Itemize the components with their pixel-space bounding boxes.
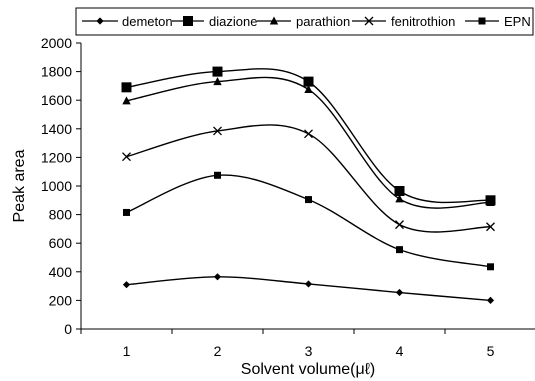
legend-marker (269, 16, 279, 25)
data-point (486, 197, 495, 206)
y-tick-label: 1200 (41, 149, 72, 165)
series-parathion (122, 76, 495, 209)
legend-marker (364, 16, 374, 26)
data-point (486, 222, 495, 232)
series-EPN (123, 171, 494, 271)
x-tick-label: 5 (487, 343, 495, 359)
data-point (394, 186, 405, 197)
legend-box (75, 7, 534, 36)
data-point (122, 281, 131, 289)
y-tick-label: 1400 (41, 121, 72, 137)
legend-marker (478, 17, 486, 25)
y-tick-label: 1600 (41, 92, 72, 108)
data-point (395, 194, 404, 203)
data-point (122, 152, 131, 162)
data-point (212, 66, 223, 77)
data-point (304, 84, 313, 93)
data-point (396, 246, 403, 254)
y-tick-label: 800 (49, 207, 73, 223)
x-tick-label: 4 (396, 343, 404, 359)
legend-label: EPN (504, 14, 531, 29)
x-tick-label: 3 (305, 343, 313, 359)
legend-item-diazione: diazione (172, 14, 257, 29)
data-point (486, 296, 495, 304)
data-point (213, 273, 222, 281)
data-point (213, 126, 222, 136)
data-point (213, 77, 222, 86)
series-demeton (122, 273, 495, 304)
legend-label: parathion (296, 14, 350, 29)
data-point (214, 171, 221, 179)
y-axis: 0 200 400 600 800 1000 1200 1400 1600 1800 2000 (41, 35, 82, 337)
x-tick-label: 1 (123, 343, 131, 359)
data-point (487, 263, 494, 271)
y-tick-label: 200 (49, 292, 73, 308)
series-fenitrothion (122, 124, 495, 233)
legend: demeton diazione parathion fenitrothion EPN (75, 7, 534, 36)
data-point (304, 129, 313, 139)
legend-label: diazione (209, 14, 257, 29)
y-axis-title: Peak area (11, 149, 28, 222)
data-point (121, 82, 132, 93)
data-point (395, 220, 404, 230)
data-point (123, 208, 130, 216)
data-point (122, 96, 131, 105)
data-point (395, 288, 404, 297)
x-tick-label: 2 (214, 343, 222, 359)
y-tick-label: 400 (49, 264, 73, 280)
y-tick-label: 1000 (41, 178, 72, 194)
x-axis: 1 2 3 4 5 (80, 328, 535, 359)
legend-marker (96, 17, 104, 25)
legend-label: demeton (122, 14, 173, 29)
plot-area (121, 66, 496, 304)
x-axis-title: Solvent volume(μℓ) (241, 361, 375, 378)
legend-marker (183, 16, 193, 26)
legend-item-EPN: EPN (465, 14, 531, 29)
legend-label: fenitrothion (391, 14, 455, 29)
data-point (305, 196, 312, 204)
data-point (304, 280, 313, 288)
y-tick-label: 0 (64, 321, 72, 337)
legend-item-demeton: demeton (82, 14, 173, 29)
y-tick-label: 2000 (41, 35, 72, 51)
data-point (303, 76, 314, 87)
y-tick-label: 1800 (41, 64, 72, 80)
y-tick-label: 600 (49, 235, 73, 251)
legend-item-parathion: parathion (257, 14, 350, 29)
legend-item-fenitrothion: fenitrothion (352, 14, 455, 29)
